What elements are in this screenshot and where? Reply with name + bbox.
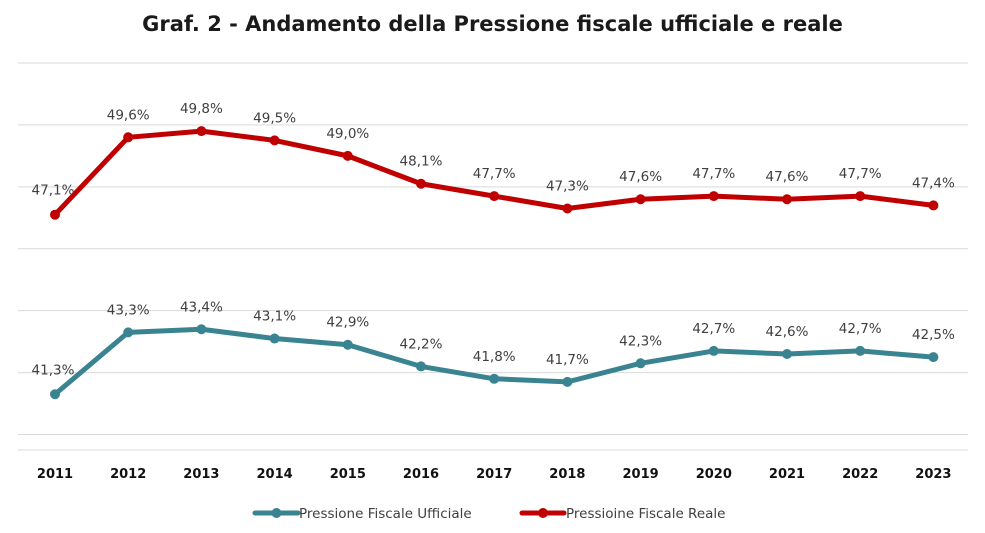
data-label: 47,6% bbox=[619, 169, 662, 185]
data-point bbox=[928, 200, 939, 211]
data-point bbox=[855, 345, 866, 356]
x-tick-label: 2018 bbox=[549, 467, 585, 482]
legend-item: Pressione Fiscale Ufficiale bbox=[252, 506, 472, 522]
legend: Pressione Fiscale Ufficiale Pressioine Fi… bbox=[252, 506, 725, 522]
data-point bbox=[855, 191, 866, 202]
data-label: 42,9% bbox=[326, 315, 369, 331]
data-point bbox=[782, 349, 792, 360]
data-point bbox=[782, 194, 792, 205]
data-point bbox=[416, 361, 426, 372]
data-label: 47,3% bbox=[546, 179, 589, 195]
gridlines bbox=[18, 62, 968, 451]
x-tick-label: 2023 bbox=[915, 467, 951, 482]
data-label: 47,1% bbox=[32, 183, 75, 199]
x-tick-label: 2014 bbox=[257, 467, 293, 482]
data-point bbox=[50, 389, 60, 400]
data-point bbox=[708, 345, 719, 356]
x-tick-label: 2019 bbox=[623, 467, 659, 482]
x-tick-label: 2013 bbox=[183, 467, 219, 482]
x-axis-ticks: 2011 2012 2013 2014 2015 2016 2017 2018 2019 2020… bbox=[37, 467, 952, 482]
data-point bbox=[635, 358, 646, 369]
data-point bbox=[489, 373, 500, 384]
x-tick-label: 2022 bbox=[842, 467, 878, 482]
data-label: 48,1% bbox=[400, 154, 443, 170]
data-point bbox=[562, 376, 573, 387]
data-label: 42,6% bbox=[766, 324, 809, 340]
data-label: 49,6% bbox=[107, 107, 150, 123]
data-point bbox=[123, 327, 134, 338]
data-point bbox=[928, 352, 939, 363]
x-tick-label: 2020 bbox=[696, 467, 732, 482]
data-label: 47,7% bbox=[473, 166, 516, 182]
data-point bbox=[342, 339, 353, 350]
legend-swatch-marker bbox=[538, 508, 548, 518]
data-label: 49,5% bbox=[253, 110, 296, 126]
data-point bbox=[196, 126, 207, 137]
legend-label: Pressioine Fiscale Reale bbox=[566, 506, 725, 522]
x-tick-label: 2016 bbox=[403, 467, 439, 482]
data-label: 47,4% bbox=[912, 175, 955, 191]
data-point bbox=[50, 209, 60, 220]
data-label: 49,0% bbox=[326, 126, 369, 142]
chart-title: Graf. 2 - Andamento della Pressione fisc… bbox=[142, 12, 843, 36]
data-point bbox=[342, 150, 353, 161]
data-label: 42,2% bbox=[400, 336, 443, 352]
x-tick-label: 2021 bbox=[769, 467, 805, 482]
data-point bbox=[416, 178, 426, 189]
series-ufficiale: 41,3% 43,3% 43,4% 43,1% 42,9% 42,2% 41,8% 41,7%… bbox=[32, 299, 955, 400]
data-point bbox=[489, 191, 500, 202]
data-label: 42,3% bbox=[619, 333, 662, 349]
data-label: 42,7% bbox=[839, 321, 882, 337]
x-tick-label: 2017 bbox=[476, 467, 512, 482]
data-point bbox=[635, 194, 646, 205]
data-label: 43,1% bbox=[253, 309, 296, 325]
data-label: 47,7% bbox=[692, 166, 735, 182]
x-tick-label: 2012 bbox=[110, 467, 146, 482]
data-label: 41,8% bbox=[473, 349, 516, 365]
data-point bbox=[708, 191, 719, 202]
data-label: 47,6% bbox=[766, 169, 809, 185]
data-label: 47,7% bbox=[839, 166, 882, 182]
data-point bbox=[269, 333, 280, 344]
data-label: 43,3% bbox=[107, 302, 150, 318]
data-point bbox=[269, 135, 280, 146]
data-label: 49,8% bbox=[180, 101, 223, 117]
data-label: 41,7% bbox=[546, 352, 589, 368]
legend-label: Pressione Fiscale Ufficiale bbox=[299, 506, 472, 522]
series-reale: 47,1% 49,6% 49,8% 49,5% 49,0% 48,1% 47,7% 47,3%… bbox=[32, 101, 955, 220]
data-label: 42,5% bbox=[912, 327, 955, 343]
data-label: 41,3% bbox=[32, 362, 75, 378]
data-label: 43,4% bbox=[180, 299, 223, 315]
x-tick-label: 2011 bbox=[37, 467, 73, 482]
x-tick-label: 2015 bbox=[330, 467, 366, 482]
data-point bbox=[123, 132, 134, 143]
legend-item: Pressioine Fiscale Reale bbox=[519, 506, 725, 522]
data-point bbox=[562, 203, 573, 214]
series-group: 41,3% 43,3% 43,4% 43,1% 42,9% 42,2% 41,8% 41,7%… bbox=[32, 101, 955, 400]
data-label: 42,7% bbox=[692, 321, 735, 337]
legend-swatch-marker bbox=[271, 508, 282, 518]
data-point bbox=[196, 324, 207, 335]
